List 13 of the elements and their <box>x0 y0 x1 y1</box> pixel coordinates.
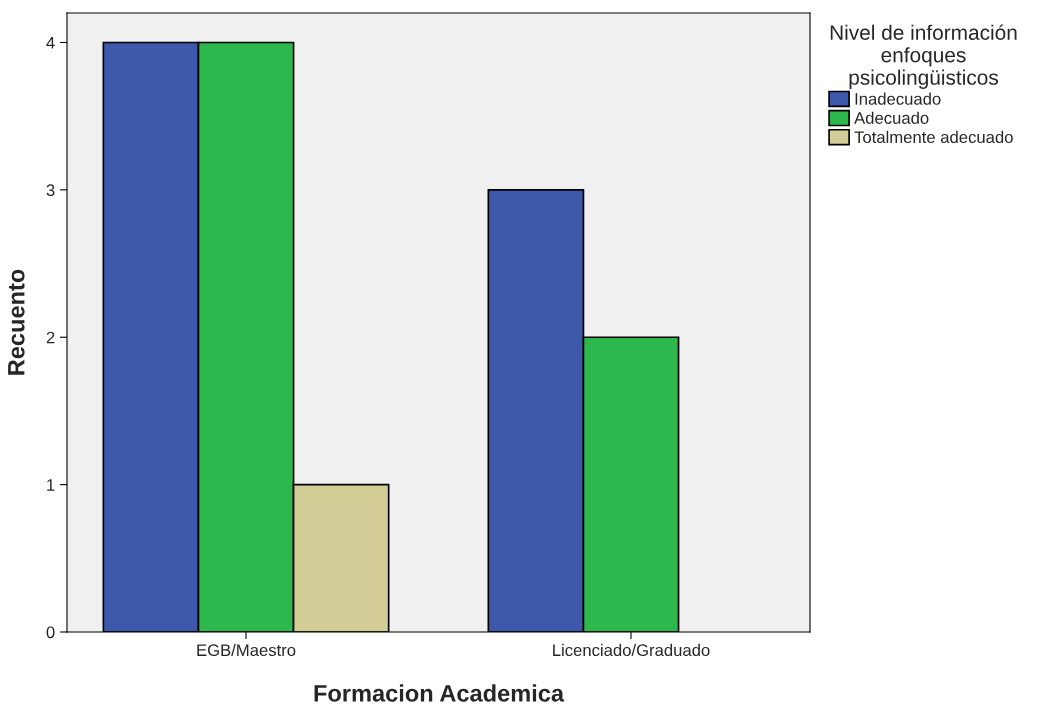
legend-label: Totalmente adecuado <box>854 130 1013 144</box>
y-tick-label: 0 <box>46 626 55 639</box>
x-axis-title: Formacion Academica <box>314 684 565 702</box>
legend-title: Nivel de información enfoques psicolingüisticos <box>830 24 1017 89</box>
legend-label: Inadecuado <box>855 92 941 105</box>
y-axis-title: Recuento <box>8 269 25 375</box>
legend-label: Adecuado <box>854 111 929 124</box>
y-tick-label: 4 <box>46 37 55 49</box>
y-tick-label: 1 <box>47 479 55 491</box>
y-tick-label: 2 <box>46 331 55 344</box>
y-tick-label: 3 <box>46 184 55 197</box>
x-tick-label: Licenciado/Graduado <box>553 643 710 657</box>
x-tick-label: EGB/Maestro <box>197 643 296 657</box>
